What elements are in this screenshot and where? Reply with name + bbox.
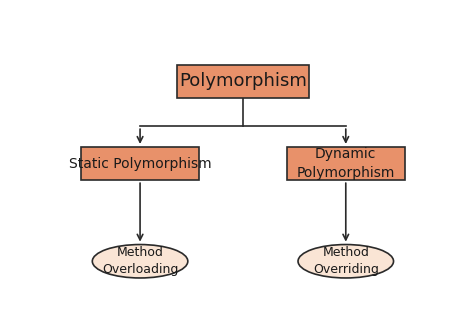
- Bar: [287, 147, 404, 180]
- Bar: [177, 64, 309, 98]
- Text: Polymorphism: Polymorphism: [179, 72, 307, 90]
- Text: Method
Overloading: Method Overloading: [102, 246, 178, 276]
- Text: Static Polymorphism: Static Polymorphism: [69, 157, 211, 171]
- Ellipse shape: [92, 244, 188, 278]
- Text: Method
Overriding: Method Overriding: [313, 246, 379, 276]
- Bar: [82, 147, 199, 180]
- Text: Dynamic
Polymorphism: Dynamic Polymorphism: [297, 147, 395, 180]
- Ellipse shape: [298, 244, 393, 278]
